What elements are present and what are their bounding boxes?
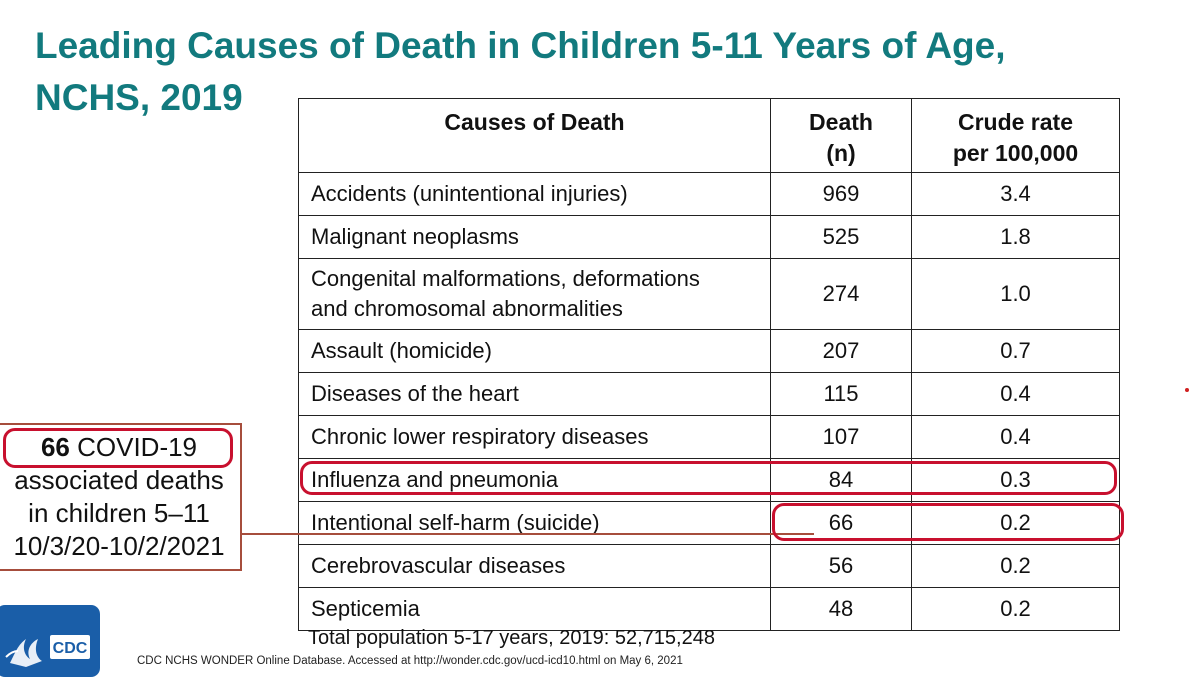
table-row: Chronic lower respiratory diseases 107 0… bbox=[298, 415, 1120, 459]
slide-title: Leading Causes of Death in Children 5-11… bbox=[35, 20, 1155, 124]
hhs-eagle-icon: CDC bbox=[5, 635, 90, 667]
deaths-cell: 48 bbox=[770, 587, 912, 631]
header-causes: Causes of Death bbox=[298, 98, 771, 173]
table-row: Accidents (unintentional injuries) 969 3… bbox=[298, 172, 1120, 216]
callout-line-2: associated deaths bbox=[14, 465, 224, 495]
causes-of-death-table: Causes of Death Death (n) Crude rate per… bbox=[298, 98, 1120, 631]
table-row: Assault (homicide) 207 0.7 bbox=[298, 329, 1120, 373]
callout-count: 66 bbox=[40, 432, 70, 462]
deaths-cell: 274 bbox=[770, 258, 912, 330]
source-citation: CDC NCHS WONDER Online Database. Accesse… bbox=[137, 655, 683, 667]
covid-callout-text: 66 COVID-19 associated deaths in childre… bbox=[0, 431, 242, 563]
cause-cell: Accidents (unintentional injuries) bbox=[298, 172, 771, 216]
table-row: Congenital malformations, deformations a… bbox=[298, 258, 1120, 330]
rate-cell: 1.0 bbox=[911, 258, 1120, 330]
cause-cell: Septicemia bbox=[298, 587, 771, 631]
deaths-cell: 107 bbox=[770, 415, 912, 459]
table-row: Malignant neoplasms 525 1.8 bbox=[298, 215, 1120, 259]
rate-cell: 0.2 bbox=[911, 587, 1120, 631]
cause-cell: Chronic lower respiratory diseases bbox=[298, 415, 771, 459]
deaths-cell: 115 bbox=[770, 372, 912, 416]
highlight-ring-callout bbox=[3, 428, 233, 468]
deaths-cell: 207 bbox=[770, 329, 912, 373]
cause-cell: Cerebrovascular diseases bbox=[298, 544, 771, 588]
callout-line-4: 10/3/20-10/2/2021 bbox=[13, 531, 225, 561]
callout-connector-line bbox=[242, 533, 814, 535]
cause-cell: Malignant neoplasms bbox=[298, 215, 771, 259]
deaths-cell: 66 bbox=[770, 501, 912, 545]
rate-cell: 0.2 bbox=[911, 501, 1120, 545]
cause-cell: Assault (homicide) bbox=[298, 329, 771, 373]
deaths-cell: 56 bbox=[770, 544, 912, 588]
deaths-cell: 525 bbox=[770, 215, 912, 259]
table-row: Diseases of the heart 115 0.4 bbox=[298, 372, 1120, 416]
cdc-logo-text: CDC bbox=[53, 640, 88, 657]
cause-cell: Congenital malformations, deformations a… bbox=[298, 258, 771, 330]
covid-callout-box bbox=[0, 423, 242, 571]
header-crude-rate: Crude rate per 100,000 bbox=[911, 98, 1120, 173]
deaths-cell: 969 bbox=[770, 172, 912, 216]
total-population-note: Total population 5-17 years, 2019: 52,71… bbox=[308, 627, 715, 649]
table-row: Septicemia 48 0.2 bbox=[298, 587, 1120, 631]
table-row: Cerebrovascular diseases 56 0.2 bbox=[298, 544, 1120, 588]
highlight-ring-influenza-row bbox=[300, 461, 1117, 495]
stray-red-dot bbox=[1185, 388, 1189, 392]
callout-line-3: in children 5–11 bbox=[28, 498, 210, 528]
callout-line-1: 66 COVID-19 bbox=[40, 432, 198, 462]
table-header-row: Causes of Death Death (n) Crude rate per… bbox=[298, 98, 1120, 173]
slide-title-line-1: Leading Causes of Death in Children 5-11… bbox=[35, 25, 1006, 66]
highlight-ring-suicide-values bbox=[772, 503, 1124, 541]
header-deaths: Death (n) bbox=[770, 98, 912, 173]
slide-title-line-2: NCHS, 2019 bbox=[35, 77, 243, 118]
rate-cell: 0.4 bbox=[911, 415, 1120, 459]
rate-cell: 0.2 bbox=[911, 544, 1120, 588]
cause-cell: Diseases of the heart bbox=[298, 372, 771, 416]
rate-cell: 0.4 bbox=[911, 372, 1120, 416]
rate-cell: 1.8 bbox=[911, 215, 1120, 259]
cause-cell: Intentional self-harm (suicide) bbox=[298, 501, 771, 545]
rate-cell: 0.7 bbox=[911, 329, 1120, 373]
rate-cell: 3.4 bbox=[911, 172, 1120, 216]
hhs-cdc-logo: CDC bbox=[0, 605, 100, 677]
